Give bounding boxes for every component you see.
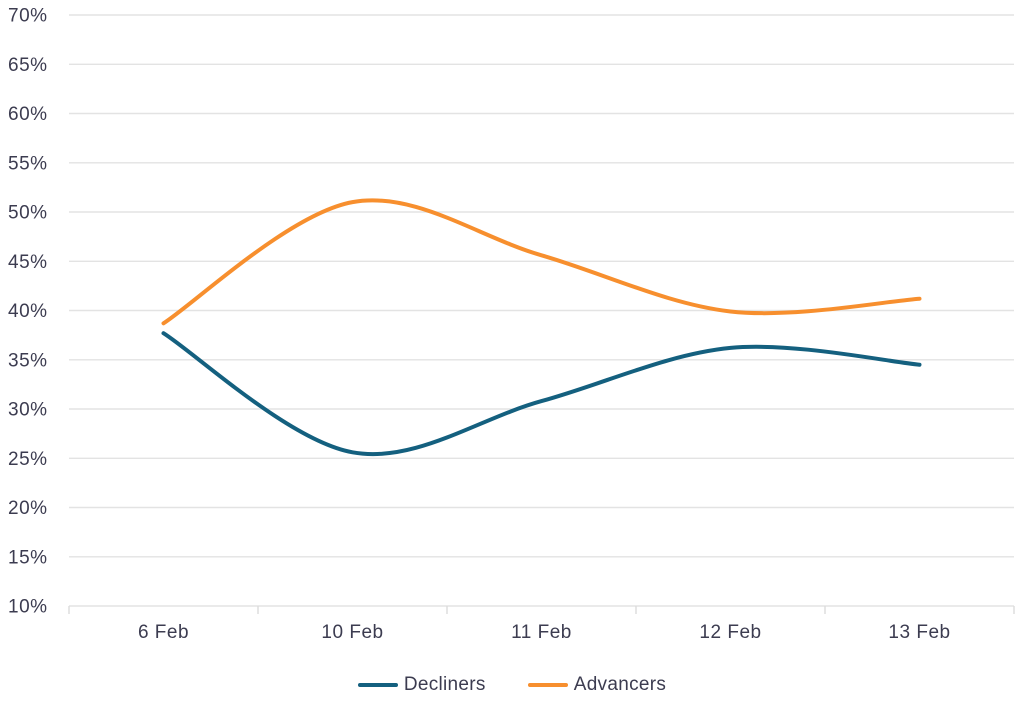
legend-item-decliners[interactable]: Decliners: [357, 674, 486, 696]
x-axis-tick-label: 12 Feb: [699, 622, 761, 643]
x-axis-tick-label: 6 Feb: [138, 622, 189, 643]
series-line-advancers: [161, 198, 922, 326]
y-axis-tick-label: 15%: [8, 547, 48, 568]
y-axis-tick-label: 45%: [8, 252, 48, 273]
y-axis-tick-label: 55%: [8, 153, 48, 174]
legend-label-decliners: Decliners: [403, 674, 486, 695]
y-axis-tick-label: 50%: [8, 203, 48, 224]
y-axis-tick-label: 60%: [8, 104, 48, 125]
y-axis-tick-label: 10%: [8, 597, 48, 618]
y-axis-tick-label: 20%: [8, 498, 48, 519]
legend: Decliners Advancers: [0, 670, 1024, 700]
y-axis-tick-label: 30%: [8, 400, 48, 421]
x-axis-tick-label: 10 Feb: [321, 622, 383, 643]
y-axis-tick-label: 70%: [8, 6, 48, 27]
legend-item-advancers[interactable]: Advancers: [527, 674, 667, 696]
x-axis-tick-label: 11 Feb: [511, 622, 572, 643]
y-axis-tick-label: 40%: [8, 301, 48, 322]
y-axis-tick-label: 65%: [8, 55, 48, 76]
advancers-line-swatch: [527, 683, 568, 687]
series-line-decliners: [161, 331, 922, 457]
y-axis-tick-label: 25%: [8, 449, 48, 470]
decliners-line-swatch: [357, 683, 398, 687]
legend-label-advancers: Advancers: [573, 674, 667, 695]
y-axis-tick-label: 35%: [8, 350, 48, 371]
x-axis-tick-label: 13 Feb: [888, 622, 950, 643]
